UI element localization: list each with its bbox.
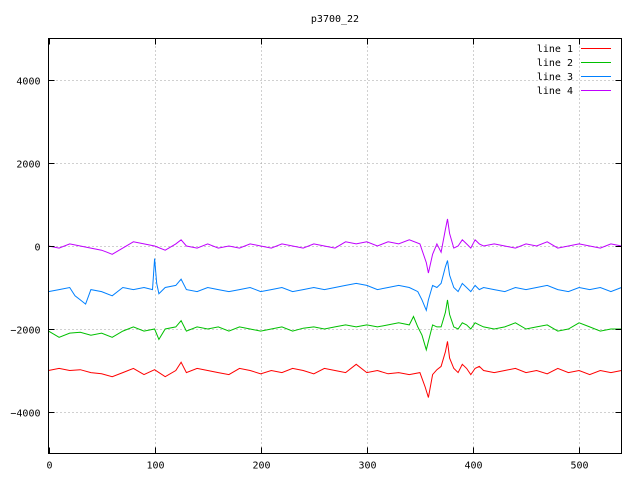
axis-ticks: 0 100 200 300 400 500 −4000 −2000 0 2000 4000 [10,38,622,472]
legend: line 1 line 2 line 3 line 4 [537,44,611,97]
chart-title: p3700_22 [311,14,359,25]
x-tick-label: 0 [46,461,52,472]
x-tick-label: 400 [464,461,482,472]
legend-label: line 4 [537,86,573,97]
y-tick-label: −4000 [10,409,40,420]
y-tick-label: 2000 [16,160,40,171]
x-tick-label: 200 [252,461,270,472]
legend-label: line 1 [537,44,573,55]
y-tick-label: −2000 [10,326,40,337]
series-3-line [48,258,622,313]
y-tick-label: 4000 [16,77,40,88]
y-tick-label: 0 [34,243,40,254]
x-tick-label: 300 [358,461,376,472]
x-tick-label: 500 [570,461,588,472]
series-layer [48,218,622,398]
legend-label: line 3 [537,72,573,83]
legend-label: line 2 [537,58,573,69]
x-tick-label: 100 [146,461,164,472]
series-1-line [48,341,622,398]
series-4-line [48,218,622,274]
series-2-line [48,299,622,352]
